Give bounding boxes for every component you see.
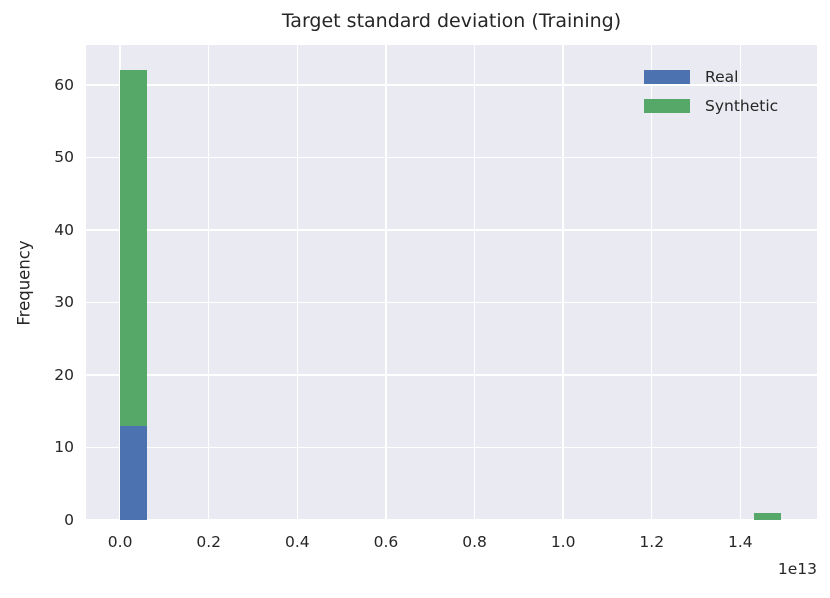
y-gridline: [86, 156, 817, 159]
plot-area: [86, 45, 817, 521]
x-tick-label: 1.0: [550, 533, 576, 551]
x-gridline: [473, 45, 476, 520]
y-tick-label: 30: [54, 293, 74, 312]
x-tick-label: 1.2: [639, 533, 665, 551]
x-gridline: [562, 45, 564, 520]
x-tick-label: 0.6: [373, 533, 399, 551]
bar-segment-real: [120, 425, 148, 520]
x-tick-label: 0.0: [107, 533, 133, 551]
y-gridline: [86, 519, 817, 521]
y-gridline: [86, 84, 817, 86]
x-tick-label: 0.2: [196, 533, 222, 551]
bar-segment-synthetic: [120, 70, 148, 426]
y-tick-label: 60: [54, 75, 74, 94]
x-gridline: [650, 45, 653, 520]
legend-entry: Synthetic: [644, 91, 778, 120]
y-gridline: [86, 374, 817, 376]
x-gridline: [739, 45, 742, 520]
legend-label: Synthetic: [705, 96, 779, 115]
x-gridline: [296, 45, 299, 520]
x-axis-offset-label: 1e13: [777, 560, 817, 578]
legend-swatch-synthetic-icon: [644, 98, 690, 113]
y-gridline: [86, 446, 817, 449]
y-gridline: [86, 301, 817, 304]
y-gridline: [86, 229, 817, 231]
y-axis-label: Frequency: [14, 240, 34, 326]
y-tick-label: 0: [64, 511, 74, 529]
x-tick-label: 0.4: [284, 533, 310, 551]
x-tick-label: 0.8: [462, 533, 487, 551]
legend-swatch-real-icon: [644, 69, 690, 84]
legend: Real Synthetic: [644, 62, 778, 120]
y-tick-label: 20: [54, 365, 74, 384]
x-gridline: [385, 45, 387, 520]
x-gridline: [207, 45, 210, 520]
x-tick-label: 1.4: [728, 533, 753, 551]
chart-title: Target standard deviation (Training): [281, 10, 622, 32]
y-tick-label: 50: [54, 148, 74, 167]
y-tick-label: 10: [54, 438, 74, 457]
legend-label: Real: [705, 67, 739, 86]
y-tick-label: 40: [54, 220, 74, 239]
bar-segment-synthetic: [754, 512, 782, 520]
legend-entry: Real: [644, 62, 778, 91]
